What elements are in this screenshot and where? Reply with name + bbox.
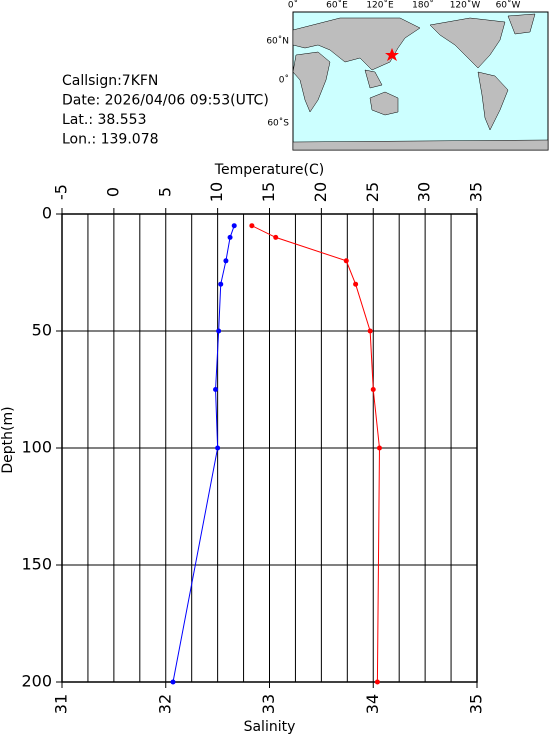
x2-tick-label: 31 [52, 694, 71, 714]
lat-label: 60˚N [266, 36, 289, 47]
profile-point [367, 328, 373, 334]
profile-point [249, 223, 255, 229]
profile-point [376, 445, 382, 451]
x-tick-label: 20 [311, 182, 330, 202]
profile-point [227, 234, 233, 240]
map-labels: 0˚ 60˚E 120˚E 180˚ 120˚W 60˚W 60˚N 0˚ 60˚S [266, 0, 520, 129]
lon-label: 0˚ [288, 0, 298, 11]
profile-point [218, 281, 224, 287]
x2-tick-label: 34 [363, 694, 382, 714]
x-tick-label: 0 [103, 187, 122, 197]
lon-label: 120˚W [450, 0, 481, 11]
lon-label: 60˚E [326, 0, 348, 11]
lon-label: 180˚ [412, 0, 434, 11]
lat-label: 60˚S [267, 118, 289, 129]
x-tick-label: 30 [415, 182, 434, 202]
x2-axis-label: Salinity [244, 719, 296, 735]
y-tick-label: 50 [32, 321, 52, 340]
x-tick-label: 5 [155, 187, 174, 197]
location-star [385, 48, 399, 61]
info-line: Lat.: 38.553 [62, 112, 146, 128]
profile-point [353, 281, 359, 287]
x2-tick-label: 32 [155, 694, 174, 714]
profile-point [216, 328, 222, 334]
profile-point [374, 679, 380, 685]
profile-point [223, 258, 229, 264]
lat-label: 0˚ [279, 75, 289, 86]
profile-point [215, 445, 221, 451]
info-line: Date: 2026/04/06 09:53(UTC) [62, 93, 269, 109]
map: 0˚ 60˚E 120˚E 180˚ 120˚W 60˚W 60˚N 0˚ 60˚S [266, 0, 549, 151]
profile-point [343, 258, 349, 264]
y-tick-label: 150 [21, 555, 52, 574]
x-axis-label: Temperature(C) [214, 162, 324, 178]
x-tick-label: 35 [467, 182, 486, 202]
lon-label: 120˚E [366, 0, 394, 11]
profile-line [251, 225, 380, 683]
x-tick-label: 10 [207, 182, 226, 202]
x2-tick-label: 35 [467, 694, 486, 714]
lon-label: 60˚W [496, 0, 521, 11]
x2-tick-label: 33 [259, 694, 278, 714]
info-line: Lon.: 139.078 [62, 132, 159, 148]
profile-point [231, 223, 237, 229]
x-tick-label: -5 [52, 184, 71, 200]
profile-point [213, 387, 219, 392]
station-info: Callsign:7KFN Date: 2026/04/06 09:53(UTC)… [62, 73, 269, 148]
x-tick-label: 15 [259, 182, 278, 202]
profile-point [370, 387, 376, 392]
y-axis-label: Depth(m) [0, 406, 16, 473]
info-line: Callsign:7KFN [62, 73, 158, 89]
profile-point [170, 679, 176, 685]
y-tick-label: 100 [21, 438, 52, 457]
x-tick-label: 25 [363, 182, 382, 202]
y-tick-label: 0 [42, 204, 52, 223]
profile-line [172, 225, 235, 683]
profile-point [273, 234, 279, 240]
y-tick-label: 200 [21, 672, 52, 691]
map-land [292, 13, 549, 151]
